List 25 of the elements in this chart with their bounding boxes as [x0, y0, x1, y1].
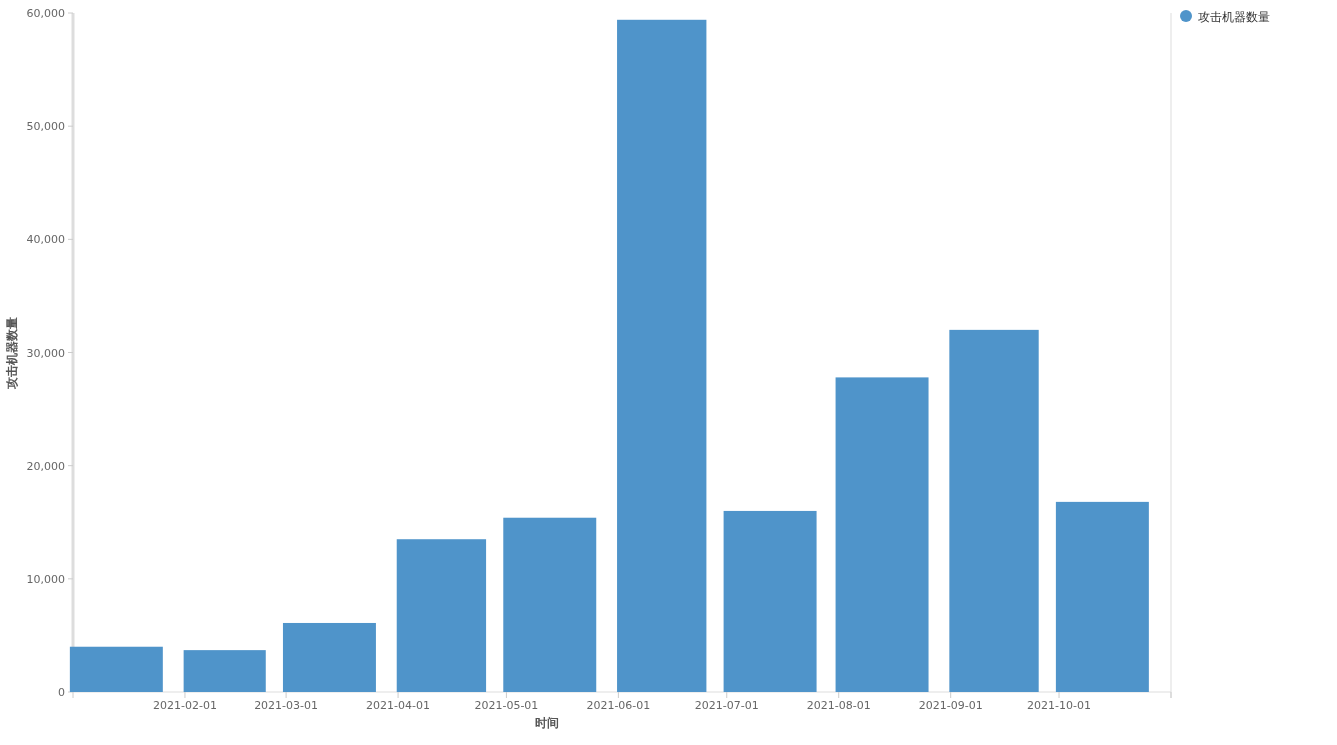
y-tick-label: 20,000 — [26, 459, 65, 473]
y-tick-label: 60,000 — [26, 7, 65, 20]
x-tick-label: 2021-06-01 — [586, 699, 651, 712]
y-tick-label: 40,000 — [26, 233, 65, 247]
x-axis-title: 时间 — [535, 716, 559, 730]
legend-label: 攻击机器数量 — [1198, 10, 1270, 24]
bar — [835, 377, 929, 692]
bar — [282, 622, 376, 692]
bar — [723, 510, 817, 692]
x-tick-label: 2021-09-01 — [918, 699, 983, 712]
x-tick-label: 2021-05-01 — [474, 699, 539, 712]
x-tick-label: 2021-10-01 — [1027, 699, 1091, 712]
x-tick-label: 2021-08-01 — [806, 699, 871, 712]
x-tick-label: 2021-02-01 — [153, 699, 217, 712]
bar — [1055, 501, 1149, 692]
x-tick-label: 2021-03-01 — [254, 699, 319, 712]
x-tick-label: 2021-07-01 — [694, 699, 759, 712]
y-tick-label: 10,000 — [26, 572, 65, 586]
y-tick-label: 50,000 — [26, 120, 65, 134]
bar — [69, 646, 163, 692]
y-axis-title: 攻击机器数量 — [5, 316, 19, 390]
y-tick-label: 0 — [58, 686, 65, 699]
bar — [503, 517, 597, 692]
y-tick-label: 30,000 — [26, 346, 65, 360]
x-tick-label: 2021-04-01 — [366, 699, 431, 712]
